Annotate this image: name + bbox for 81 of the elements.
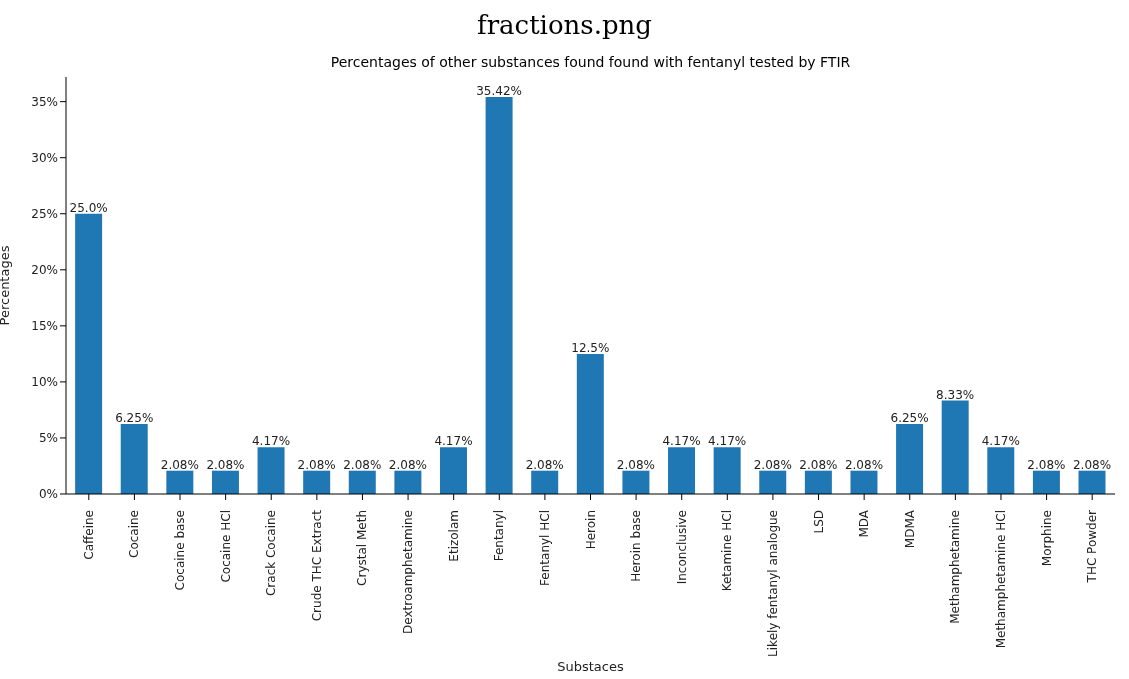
x-tick-label: Heroin base	[629, 510, 644, 582]
y-tick-label: 10%	[31, 375, 58, 390]
data-label: 8.33%	[936, 387, 975, 402]
chart-title: fractions.png	[476, 10, 653, 40]
bar	[850, 470, 878, 494]
data-label: 4.17%	[251, 434, 291, 449]
bar	[394, 470, 422, 494]
x-tick-label: Methamphetamine	[948, 510, 963, 624]
data-label: 25.0%	[69, 200, 108, 215]
x-tick-label: Morphine	[1039, 510, 1054, 567]
bar	[257, 447, 285, 494]
data-label: 2.08%	[753, 457, 792, 472]
data-label: 4.17%	[981, 434, 1020, 449]
x-tick-label: Fentanyl	[492, 510, 507, 562]
x-axis-title: Substaces	[557, 659, 624, 674]
x-tick-label: Cocaine HCl	[218, 510, 233, 583]
data-label: 2.08%	[343, 457, 382, 472]
data-label: 4.17%	[662, 434, 701, 449]
x-tick-label: Caffeine	[81, 510, 96, 560]
x-tick-label: MDA	[857, 509, 872, 538]
bar	[120, 423, 148, 494]
data-label: 2.08%	[206, 457, 245, 472]
x-tick-label: Crack Cocaine	[264, 510, 279, 597]
y-axis-title: Percentages	[0, 245, 12, 326]
data-label: 2.08%	[297, 457, 336, 472]
x-tick-label: Dextroamphetamine	[401, 510, 416, 634]
data-label: 2.08%	[799, 457, 838, 472]
x-tick-label: Cocaine base	[173, 510, 188, 591]
bar	[303, 470, 331, 494]
chart-subtitle: Percentages of other substances found found with fentanyl tested by FTIR	[329, 54, 852, 70]
x-tick-label: Cocaine	[127, 510, 142, 558]
data-label: 2.08%	[160, 457, 199, 472]
data-label: 6.25%	[115, 410, 154, 425]
bar	[75, 213, 103, 494]
x-tick-label: Likely fentanyl analogue	[765, 510, 780, 657]
data-label: 4.17%	[434, 434, 473, 449]
bar	[941, 400, 969, 494]
bar	[896, 423, 924, 494]
x-tick-label: Fentanyl HCl	[537, 510, 552, 586]
x-tick-label: Inconclusive	[674, 510, 689, 585]
bar	[987, 447, 1015, 494]
data-label: 4.17%	[708, 434, 747, 449]
y-tick-label: 30%	[31, 150, 58, 165]
y-tick-label: 0%	[38, 487, 58, 502]
bar	[348, 470, 376, 494]
y-tick-label: 20%	[31, 263, 58, 278]
y-tick-label: 25%	[31, 207, 58, 222]
data-label: 2.08%	[388, 457, 427, 472]
data-label: 2.08%	[1072, 457, 1112, 472]
y-tick-label: 35%	[31, 94, 58, 109]
x-tick-label: Heroin	[583, 510, 598, 550]
x-tick-label: Methamphetamine HCl	[993, 510, 1008, 649]
bar	[759, 470, 787, 494]
bar	[804, 470, 832, 494]
data-label: 2.08%	[1027, 457, 1066, 472]
x-tick-label: LSD	[811, 510, 826, 534]
bar	[1032, 470, 1060, 494]
data-label: 2.08%	[844, 457, 884, 472]
bar	[439, 447, 467, 494]
x-tick-label: Crude THC Extract	[309, 509, 324, 622]
bar	[166, 470, 194, 494]
bar	[713, 447, 741, 494]
data-label: 2.08%	[525, 457, 564, 472]
x-tick-label: Ketamine HCl	[720, 510, 735, 592]
data-label: 6.25%	[890, 410, 929, 425]
y-tick-label: 15%	[31, 319, 58, 334]
data-label: 12.5%	[571, 340, 610, 355]
bar	[211, 470, 239, 494]
data-label: 35.42%	[476, 83, 522, 98]
bar	[531, 470, 559, 494]
x-tick-label: THC Powder	[1085, 509, 1100, 584]
bar	[485, 96, 513, 494]
bar	[622, 470, 650, 494]
bar	[576, 353, 604, 494]
y-tick-label: 5%	[38, 431, 58, 446]
data-label: 2.08%	[616, 457, 655, 472]
x-tick-label: MDMA	[902, 509, 917, 549]
bar	[668, 447, 696, 494]
x-tick-label: Crystal Meth	[355, 510, 370, 586]
x-tick-label: Etizolam	[446, 510, 461, 562]
bar	[1078, 470, 1106, 494]
